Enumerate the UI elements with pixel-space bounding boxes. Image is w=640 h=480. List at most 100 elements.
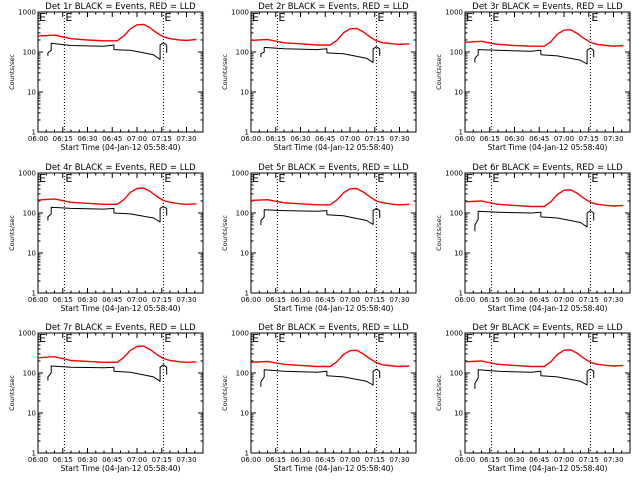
chart-title: Det 8r BLACK = Events, RED = LLD [258, 323, 409, 333]
chart-panel: Det 4r BLACK = Events, RED = LLD 1 10 100 10… [8, 163, 204, 313]
event-marker-label: E [65, 172, 72, 185]
event-marker-label: E [164, 11, 171, 24]
x-tick-label: 07:00 [127, 456, 147, 464]
x-tick-label: 06:45 [315, 456, 335, 464]
event-marker-label: E [492, 172, 499, 185]
event-marker-label: E [377, 11, 384, 24]
events-series-line [47, 206, 168, 223]
plot-frame [464, 11, 631, 133]
chart-title: Det 5r BLACK = Events, RED = LLD [258, 163, 409, 173]
event-marker-label: E [492, 11, 499, 24]
x-tick-label: 06:15 [266, 296, 286, 304]
y-tick-label: 1 [245, 290, 249, 298]
x-tick-label: 07:00 [127, 135, 147, 143]
chart-title: Det 7r BLACK = Events, RED = LLD [45, 323, 196, 333]
x-tick-label: 06:45 [315, 296, 335, 304]
event-marker-label: E [65, 11, 72, 24]
x-axis-label: Start Time (04-Jan-12 05:58:40) [488, 464, 608, 473]
event-marker-label: E [252, 172, 259, 185]
x-tick-label: 07:00 [340, 296, 360, 304]
x-tick-label: 06:30 [77, 135, 97, 143]
event-marker-label: E [466, 172, 473, 185]
y-tick-label: 1000 [18, 170, 36, 178]
events-series-line [474, 210, 595, 232]
y-tick-label: 100 [23, 210, 36, 218]
y-axis-label: Counts/sec [221, 215, 229, 251]
x-tick-label: 07:15 [152, 296, 172, 304]
x-tick-label: 07:15 [365, 456, 385, 464]
x-tick-label: 06:30 [290, 296, 310, 304]
x-tick-label: 07:15 [152, 135, 172, 143]
x-tick-label: 07:30 [603, 456, 623, 464]
y-tick-label: 100 [236, 370, 249, 378]
events-series-line [47, 364, 168, 382]
plot-frame [37, 11, 204, 133]
y-axis-label: Counts/sec [8, 54, 16, 90]
x-tick-label: 07:00 [127, 296, 147, 304]
x-tick-label: 06:00 [455, 135, 475, 143]
x-axis-label: Start Time (04-Jan-12 05:58:40) [488, 304, 608, 313]
y-tick-label: 10 [240, 250, 249, 258]
x-tick-label: 07:00 [340, 135, 360, 143]
x-tick-label: 07:30 [603, 135, 623, 143]
y-tick-label: 10 [240, 410, 249, 418]
y-axis-label: Counts/sec [8, 215, 16, 251]
x-axis-label: Start Time (04-Jan-12 05:58:40) [61, 304, 181, 313]
events-series-line [474, 368, 595, 389]
chart-title: Det 2r BLACK = Events, RED = LLD [258, 2, 409, 12]
lld-series-line [464, 189, 624, 208]
event-marker-label: E [591, 332, 598, 345]
chart-panel: Det 1r BLACK = Events, RED = LLD 1 10 100 10… [8, 2, 204, 152]
plot-frame [250, 11, 417, 133]
x-tick-label: 07:15 [579, 456, 599, 464]
lld-series-line [250, 349, 410, 368]
x-tick-label: 07:30 [389, 456, 409, 464]
y-tick-label: 1000 [231, 330, 249, 338]
x-tick-label: 07:30 [389, 135, 409, 143]
lld-series-line [37, 345, 197, 363]
y-tick-label: 1000 [445, 9, 463, 17]
events-series-line [474, 47, 595, 65]
event-marker-label: E [466, 11, 473, 24]
event-marker-label: E [252, 332, 259, 345]
x-tick-label: 06:30 [504, 135, 524, 143]
plot-frame [37, 332, 204, 454]
lld-series-line [37, 23, 197, 42]
chart-panel: Det 3r BLACK = Events, RED = LLD 1 10 100 10… [435, 2, 631, 152]
x-tick-label: 07:30 [389, 296, 409, 304]
x-tick-label: 06:30 [504, 296, 524, 304]
y-tick-label: 10 [454, 410, 463, 418]
plot-frame [464, 172, 631, 294]
lld-series-line [464, 349, 624, 368]
x-tick-label: 06:00 [241, 135, 261, 143]
x-tick-label: 06:15 [480, 296, 500, 304]
events-series-line [260, 368, 381, 387]
x-tick-label: 06:00 [241, 296, 261, 304]
event-marker-label: E [164, 332, 171, 345]
lld-series-line [250, 27, 410, 46]
plot-frame [464, 332, 631, 454]
x-tick-label: 06:00 [455, 456, 475, 464]
lld-series-line [464, 29, 624, 47]
y-axis-label: Counts/sec [8, 375, 16, 411]
x-tick-label: 07:15 [365, 296, 385, 304]
event-marker-label: E [252, 11, 259, 24]
events-series-line [260, 46, 381, 63]
event-marker-label: E [39, 172, 46, 185]
x-tick-label: 06:30 [504, 456, 524, 464]
chart-title: Det 6r BLACK = Events, RED = LLD [472, 163, 623, 173]
x-tick-label: 06:15 [266, 456, 286, 464]
x-tick-label: 07:30 [603, 296, 623, 304]
y-tick-label: 1 [245, 129, 249, 137]
chart-title: Det 4r BLACK = Events, RED = LLD [45, 163, 196, 173]
x-tick-label: 06:15 [53, 135, 73, 143]
event-marker-label: E [278, 332, 285, 345]
y-tick-label: 10 [240, 89, 249, 97]
x-tick-label: 07:15 [579, 296, 599, 304]
event-marker-label: E [377, 332, 384, 345]
y-tick-label: 10 [454, 89, 463, 97]
events-series-line [47, 42, 168, 60]
x-tick-label: 07:15 [152, 456, 172, 464]
x-tick-label: 06:15 [480, 135, 500, 143]
y-tick-label: 1000 [231, 170, 249, 178]
